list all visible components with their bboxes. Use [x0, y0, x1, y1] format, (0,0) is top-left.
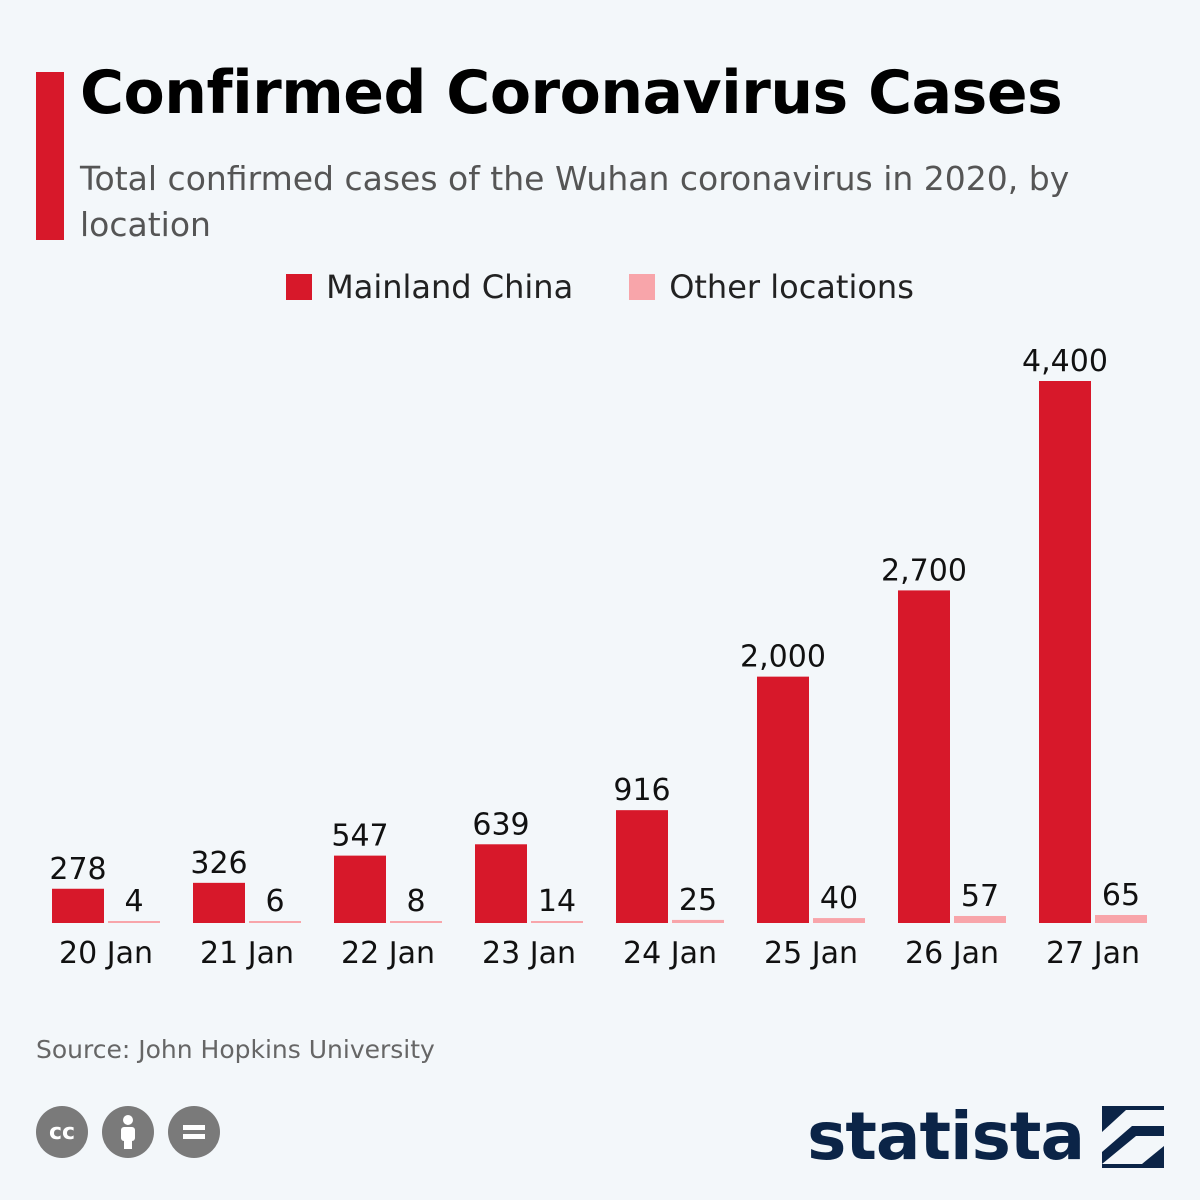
data-label-other-locations-3: 14 — [538, 884, 576, 919]
data-label-mainland-china-0: 278 — [49, 852, 106, 887]
bar-other-locations-0[interactable] — [108, 921, 160, 923]
x-tick-label-3: 23 Jan — [482, 936, 576, 971]
bar-other-locations-3[interactable] — [531, 921, 583, 923]
data-label-other-locations-1: 6 — [265, 884, 284, 919]
bar-other-locations-6[interactable] — [954, 915, 1006, 923]
bar-mainland-china-7[interactable] — [1039, 381, 1091, 923]
bar-mainland-china-4[interactable] — [616, 810, 668, 923]
legend: Mainland China Other locations — [0, 268, 1200, 306]
data-label-other-locations-6: 57 — [961, 879, 999, 914]
bar-mainland-china-6[interactable] — [898, 590, 950, 923]
cc-icon[interactable]: cc — [36, 1106, 88, 1158]
bar-other-locations-1[interactable] — [249, 921, 301, 923]
bar-mainland-china-0[interactable] — [52, 888, 104, 923]
x-tick-label-0: 20 Jan — [59, 936, 153, 971]
source-note: Source: John Hopkins University — [36, 1035, 435, 1064]
legend-label-mainland-china: Mainland China — [326, 268, 574, 306]
data-label-other-locations-5: 40 — [820, 881, 858, 916]
no-derivatives-icon[interactable] — [168, 1106, 220, 1158]
data-label-mainland-china-1: 326 — [190, 846, 247, 881]
bar-mainland-china-5[interactable] — [757, 676, 809, 923]
bar-chart: 278 4 20 Jan 326 6 21 Jan 547 8 22 Jan 639 14 23 Ja… — [49, 344, 1147, 971]
x-tick-label-2: 22 Jan — [341, 936, 435, 971]
license-icons: cc — [36, 1106, 220, 1158]
x-tick-label-5: 25 Jan — [764, 936, 858, 971]
bar-other-locations-4[interactable] — [672, 919, 724, 923]
data-label-other-locations-7: 65 — [1102, 878, 1140, 913]
data-label-mainland-china-5: 2,000 — [740, 640, 826, 675]
accent-bar — [36, 72, 64, 240]
legend-item-mainland-china[interactable]: Mainland China — [286, 268, 573, 306]
data-label-other-locations-2: 8 — [406, 884, 425, 919]
data-label-mainland-china-3: 639 — [472, 807, 529, 842]
x-tick-label-6: 26 Jan — [905, 936, 999, 971]
bar-mainland-china-3[interactable] — [475, 844, 527, 923]
data-label-mainland-china-6: 2,700 — [881, 553, 967, 588]
brand-name: statista — [807, 1098, 1085, 1175]
attribution-icon[interactable] — [102, 1106, 154, 1158]
statista-logo-icon — [1102, 1105, 1164, 1168]
bar-mainland-china-2[interactable] — [334, 855, 386, 923]
chart-title: Confirmed Coronavirus Cases — [80, 58, 1063, 128]
x-tick-label-1: 21 Jan — [200, 936, 294, 971]
x-tick-label-4: 24 Jan — [623, 936, 717, 971]
data-label-mainland-china-2: 547 — [331, 819, 388, 854]
bar-other-locations-2[interactable] — [390, 921, 442, 923]
bar-mainland-china-1[interactable] — [193, 882, 245, 923]
legend-swatch-mainland-china — [286, 274, 313, 300]
data-label-other-locations-0: 4 — [124, 884, 143, 919]
legend-item-other-locations[interactable]: Other locations — [629, 268, 914, 306]
statista-logo[interactable]: statista — [807, 1098, 1164, 1175]
bar-other-locations-7[interactable] — [1095, 914, 1147, 923]
x-tick-label-7: 27 Jan — [1046, 936, 1140, 971]
legend-swatch-other-locations — [629, 274, 656, 300]
legend-label-other-locations: Other locations — [669, 268, 914, 306]
chart-subtitle: Total confirmed cases of the Wuhan coron… — [80, 159, 1070, 244]
data-label-other-locations-4: 25 — [679, 883, 717, 918]
data-label-mainland-china-4: 916 — [613, 773, 670, 808]
bar-other-locations-5[interactable] — [813, 918, 865, 923]
data-label-mainland-china-7: 4,400 — [1022, 344, 1108, 379]
